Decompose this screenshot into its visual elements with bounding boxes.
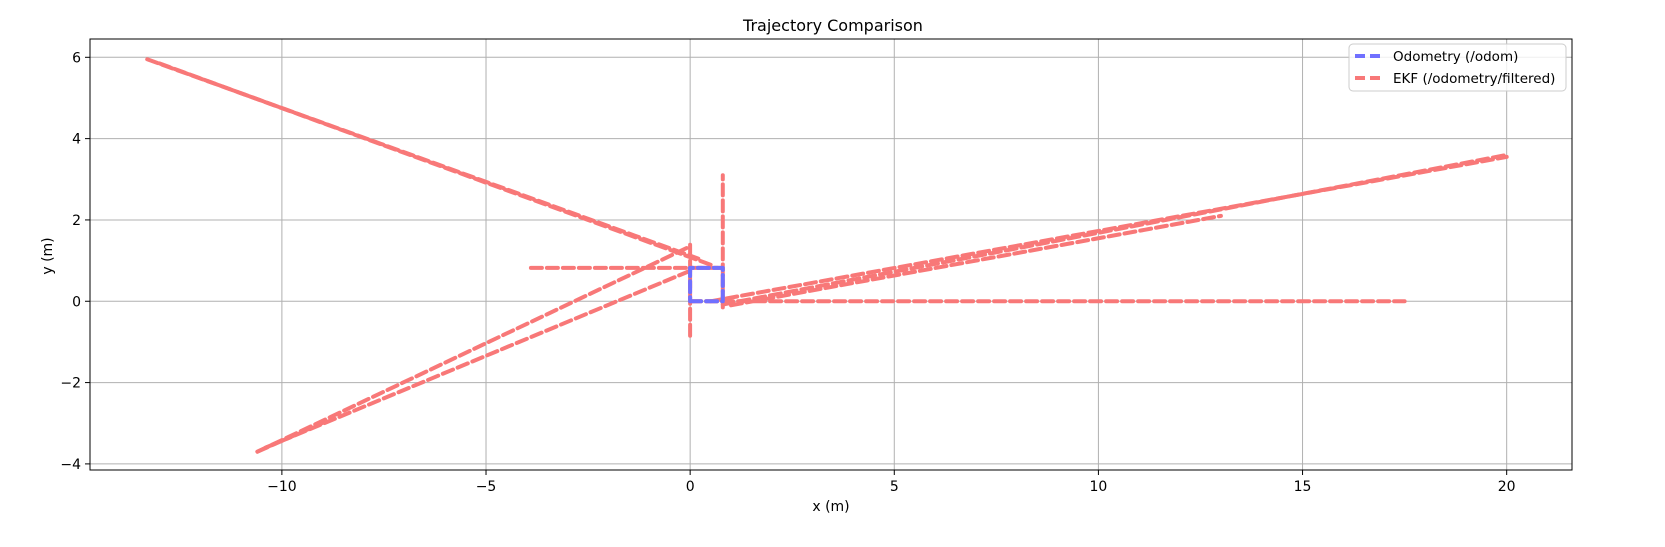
y-tick-label: 4: [72, 132, 81, 148]
y-tick-label: 0: [72, 294, 81, 310]
series-layer: [145, 57, 1509, 454]
axis-ticks: −10 −5 0 5 10 15 20 −4 −2 0 2 4 6: [60, 50, 1515, 495]
plot-area-frame: [89, 38, 1573, 471]
ekf-path-segment: [688, 265, 725, 304]
y-tick-label: 2: [72, 213, 81, 229]
series-odometry: [688, 265, 725, 304]
x-tick-label: −5: [476, 479, 497, 495]
ekf-path-segment: [157, 61, 713, 267]
x-axis-label: x (m): [812, 499, 849, 515]
ekf-path-segment: [720, 152, 1509, 307]
ekf-path-segment: [263, 268, 693, 450]
y-axis-label: y (m): [40, 237, 56, 274]
grid: [90, 39, 1572, 470]
y-tick-label: −4: [60, 457, 81, 473]
ekf-path-segment: [255, 417, 333, 454]
series-ekf: [145, 57, 1509, 454]
y-tick-label: −2: [60, 376, 81, 392]
ekf-path-segment: [255, 244, 693, 454]
ekf-path-segment: [729, 213, 1223, 308]
x-tick-label: −10: [267, 479, 297, 495]
legend-label-ekf: EKF (/odometry/filtered): [1393, 71, 1555, 87]
x-tick-label: 20: [1498, 479, 1516, 495]
legend-label-odometry: Odometry (/odom): [1393, 49, 1518, 65]
x-tick-label: 0: [686, 479, 695, 495]
legend-frame: [1348, 43, 1567, 92]
odometry-path-segment: [688, 265, 725, 304]
x-tick-label: 15: [1294, 479, 1312, 495]
chart-title: Trajectory Comparison: [742, 16, 923, 35]
y-tick-label: 6: [72, 50, 81, 66]
x-tick-label: 10: [1089, 479, 1107, 495]
x-tick-label: 5: [890, 479, 899, 495]
legend: Odometry (/odom) EKF (/odometry/filtered…: [1348, 43, 1567, 92]
